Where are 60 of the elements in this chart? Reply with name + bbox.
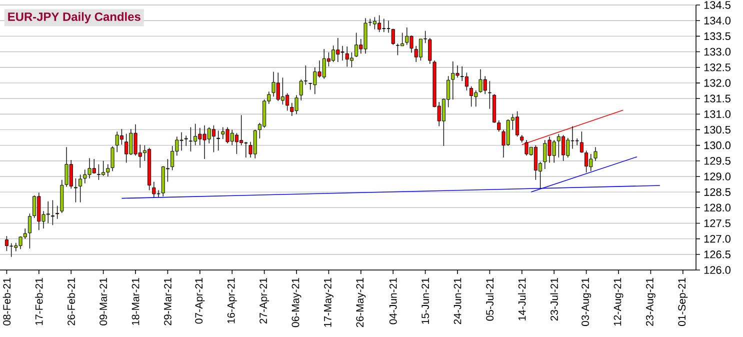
y-tick-label: 132.5 [704, 63, 730, 72]
y-tick-label: 126.0 [704, 266, 731, 274]
x-tick-label: 27-Apr-21 [260, 278, 270, 324]
x-tick-label: 24-Jun-21 [454, 278, 462, 324]
y-tick-label: 129.5 [704, 157, 730, 165]
y-tick-label: 128.5 [704, 188, 730, 196]
x-tick-label: 14-Jul-21 [518, 278, 526, 320]
candlestick [78, 174, 82, 203]
x-tick-label: 12-Aug-21 [614, 278, 624, 326]
y-tick-label: 131.0 [704, 110, 731, 118]
candlestick [74, 178, 78, 203]
x-tick-label: 15-Jun-21 [422, 278, 430, 324]
candlestick [184, 135, 188, 146]
x-tick-label: 23-Aug-21 [646, 278, 656, 326]
candlestick [216, 130, 220, 151]
x-tick-label: 29-Mar-21 [164, 278, 172, 326]
x-tick-label: 03-Aug-21 [582, 278, 592, 326]
y-tick-label: 134.0 [704, 16, 731, 24]
x-tick-label: 17-May-21 [324, 278, 334, 327]
candlestick [594, 146, 598, 162]
candlestick [584, 150, 588, 173]
y-tick-label: 134.5 [704, 1, 730, 9]
x-tick-label: 06-May-21 [292, 278, 302, 328]
x-tick-label: 17-Feb-21 [35, 278, 43, 325]
y-tick-label: 126.5 [704, 250, 730, 258]
y-tick-label: 133.5 [704, 32, 730, 40]
x-tick-label: 09-Mar-21 [100, 278, 108, 326]
x-tick-label: 18-Mar-21 [132, 278, 140, 325]
candlestick [212, 124, 216, 152]
candlestick [470, 86, 474, 107]
candlestick [28, 213, 32, 249]
x-tick-label: 16-Apr-21 [227, 278, 237, 324]
y-tick-label: 132.0 [704, 79, 731, 87]
x-tick-label: 07-Apr-21 [195, 278, 205, 324]
y-tick-label: 130.5 [704, 126, 730, 134]
text: EUR-JPY Daily Candles [8, 12, 140, 24]
candlestick [50, 200, 54, 226]
x-tick-label: 23-Jul-21 [550, 278, 558, 321]
candlestick [391, 28, 395, 46]
candlestick [497, 120, 501, 132]
x-tick-label: 05-Jul-21 [486, 278, 494, 321]
candlestick [428, 38, 432, 64]
x-tick-label: 01-Sep-21 [678, 278, 688, 326]
y-tick-label: 127.5 [704, 219, 730, 228]
candlestick [56, 205, 60, 220]
y-tick-label: 133.0 [704, 48, 731, 56]
candlestick [464, 72, 468, 91]
y-tick-label: 127.0 [704, 234, 731, 243]
x-tick-label: 26-Feb-21 [67, 278, 75, 326]
x-tick-label: 26-May-21 [356, 278, 366, 327]
candlestick [350, 52, 354, 68]
candlestick [580, 131, 584, 154]
candlestick [110, 146, 114, 172]
y-tick-label: 130.0 [704, 141, 731, 150]
x-tick-label: 08-Feb-21 [2, 278, 11, 326]
y-tick-label: 128.0 [704, 204, 731, 212]
y-tick-label: 129.0 [704, 172, 731, 180]
x-tick-label: 04-Jun-21 [389, 278, 397, 324]
candlestick [120, 128, 124, 146]
y-tick-label: 131.5 [704, 94, 730, 102]
